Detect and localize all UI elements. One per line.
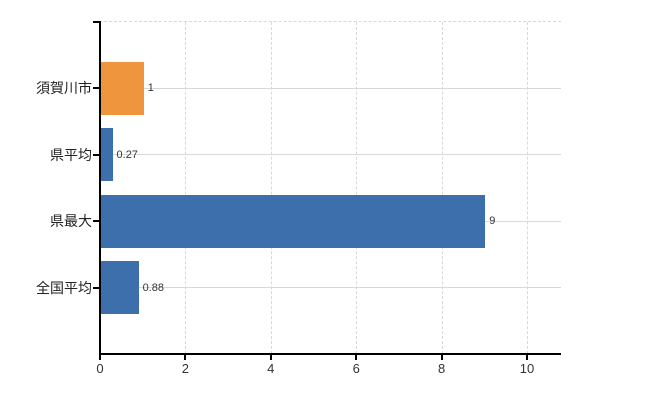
- y-axis-tick: [93, 153, 99, 156]
- x-axis-tick: [526, 355, 528, 360]
- y-axis-tick: [93, 87, 99, 90]
- x-axis-tick-label: 8: [437, 361, 446, 376]
- category-gridline: [99, 154, 561, 156]
- category-label: 県最大: [50, 213, 92, 230]
- bar-value-label: 0.88: [142, 281, 164, 294]
- x-axis-tick: [355, 355, 358, 360]
- x-axis-tick: [184, 355, 187, 360]
- x-gridline: [441, 22, 443, 354]
- category-label: 全国平均: [36, 279, 92, 296]
- y-axis-line: [99, 21, 101, 355]
- bar: [101, 194, 486, 248]
- bar-value-label: 1: [147, 82, 154, 95]
- y-axis-tick: [93, 220, 99, 223]
- x-axis-tick: [440, 355, 443, 360]
- x-gridline: [185, 22, 187, 354]
- bar-value-label: 9: [489, 215, 496, 228]
- category-label: 県平均: [50, 146, 92, 163]
- y-axis-top-tick: [93, 21, 99, 23]
- bar: [101, 61, 144, 115]
- x-axis-tick-label: 2: [181, 361, 189, 376]
- x-axis-tick-label: 10: [519, 361, 535, 376]
- plot-top-border: [99, 21, 561, 22]
- category-gridline: [99, 287, 561, 289]
- x-gridline: [527, 22, 528, 354]
- category-gridline: [99, 87, 561, 89]
- bar-value-label: 0.27: [116, 148, 138, 161]
- x-gridline: [356, 22, 358, 354]
- category-label: 須賀川市: [36, 80, 92, 97]
- x-gridline: [270, 22, 272, 354]
- x-axis-line: [99, 353, 561, 355]
- x-axis-tick: [99, 355, 101, 360]
- bar: [101, 261, 139, 315]
- x-axis-tick-label: 4: [267, 361, 275, 376]
- bar: [101, 128, 113, 182]
- x-axis-tick-label: 0: [96, 361, 104, 376]
- x-axis-tick-label: 6: [352, 361, 360, 376]
- y-axis-tick: [93, 286, 99, 289]
- x-axis-tick: [269, 355, 272, 360]
